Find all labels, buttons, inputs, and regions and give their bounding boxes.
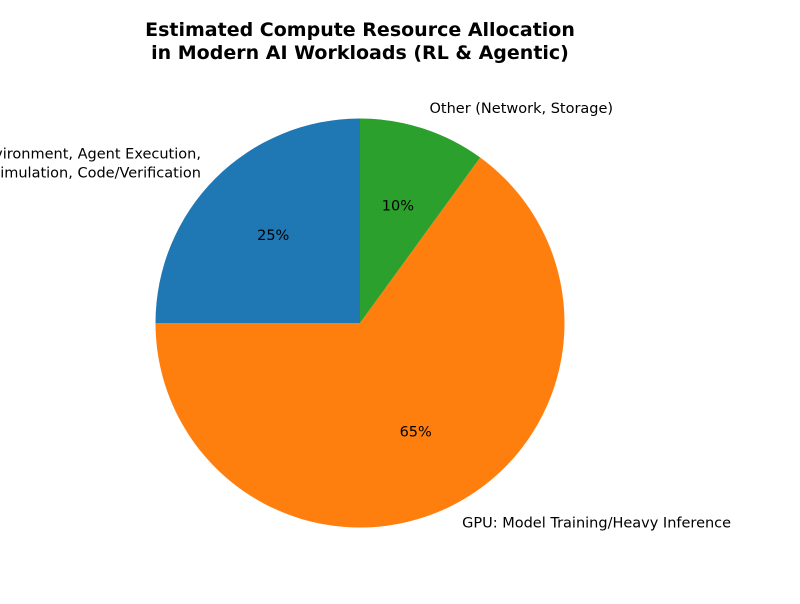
pie-slice-other-percentage: 10% <box>382 198 414 214</box>
pie-slice-cpu-percentage: 25% <box>257 228 289 244</box>
pie-slice-gpu-percentage: 65% <box>400 424 432 440</box>
pie-slice-cpu-label: CPU: RL Environment, Agent Execution,Sim… <box>0 146 201 181</box>
pie-slice-gpu-label: GPU: Model Training/Heavy Inference <box>462 515 731 531</box>
chart-title: Estimated Compute Resource Allocation in … <box>145 19 575 64</box>
pie-slice-other <box>360 118 481 323</box>
pie-slice-other-label: Other (Network, Storage) <box>430 101 614 117</box>
pie-slices <box>155 118 565 528</box>
slice-labels: CPU: RL Environment, Agent Execution,Sim… <box>0 101 731 531</box>
pie-slice-cpu <box>155 118 360 323</box>
percentage-labels: 25% 65% 10% <box>257 198 432 440</box>
pie-slice-gpu <box>155 157 565 528</box>
